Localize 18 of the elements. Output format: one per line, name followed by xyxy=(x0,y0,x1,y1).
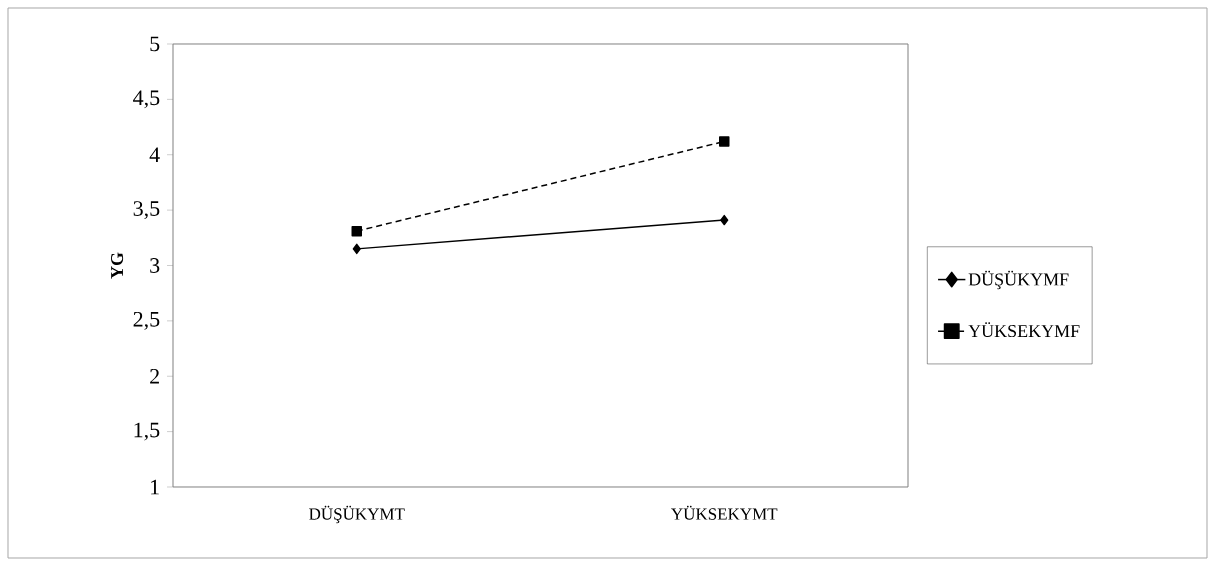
y-tick-label: 1 xyxy=(151,479,159,495)
x-tick-label: YÜKSEKYMT xyxy=(671,505,778,520)
y-tick-label: 4,5 xyxy=(133,90,160,109)
y-tick-label: 1,5 xyxy=(134,422,160,441)
y-axis-title: YG xyxy=(111,252,124,279)
point xyxy=(352,243,361,255)
y-tick-label: 2 xyxy=(150,368,159,384)
point xyxy=(351,225,363,237)
y-tick-label: 3 xyxy=(150,258,160,273)
point xyxy=(719,136,730,147)
x-tick-label: DÜŞÜKYMT xyxy=(309,505,405,524)
y-tick-label: 3,5 xyxy=(133,201,160,220)
y-tick-label: 2,5 xyxy=(133,311,160,330)
point xyxy=(720,214,729,226)
y-tick-label: 4 xyxy=(149,147,160,162)
legend-label: YÜKSEKYMF xyxy=(968,322,1080,338)
legend-label: DÜŞÜKYMF xyxy=(968,270,1069,290)
y-tick-label: 5 xyxy=(150,36,160,52)
